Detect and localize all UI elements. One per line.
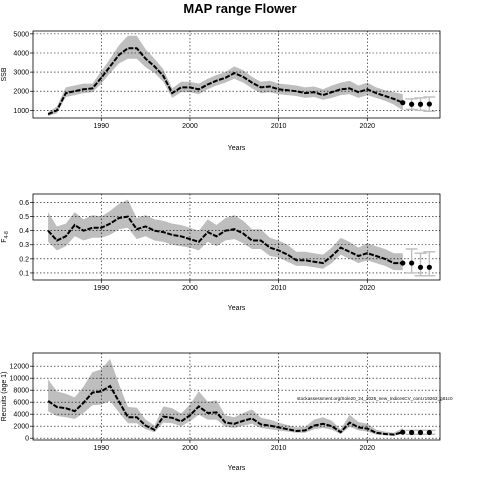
x-axis-label: Years xyxy=(228,305,246,312)
x-tick-label: 1990 xyxy=(93,285,109,292)
x-tick-label: 2010 xyxy=(271,285,287,292)
y-tick-label: 8000 xyxy=(13,388,29,395)
plot-frame xyxy=(32,352,441,441)
y-axis-label: Recruits (age 1) xyxy=(1,372,8,422)
y-tick-label: 4000 xyxy=(13,50,29,57)
chart-panel-1: 1990 2000 2010 2020 1000 2000 3000 4000 5000 Year… xyxy=(1,30,441,152)
x-tick-label: 1990 xyxy=(93,445,109,452)
y-tick-label: 4000 xyxy=(13,412,29,419)
x-tick-label: 2020 xyxy=(360,123,376,130)
forecast-point xyxy=(426,264,432,270)
source-annotation: stockassessment.org/Sole20_24_2025_new_I… xyxy=(297,396,453,401)
plot-frame xyxy=(32,30,441,119)
forecast-point xyxy=(400,429,406,435)
chart-panel-2: 1990 2000 2010 2020 0.1 0.2 0.3 0.4 0.5 0.6 Years F… xyxy=(1,193,441,312)
plot-frame xyxy=(32,193,441,281)
forecast-point xyxy=(417,429,424,436)
x-tick-label: 2020 xyxy=(360,285,376,292)
forecast-point xyxy=(426,101,432,107)
y-tick-label: 10000 xyxy=(10,376,30,383)
y-tick-label: 0.6 xyxy=(19,200,29,207)
forecast-point xyxy=(417,101,424,107)
y-tick-label: 1000 xyxy=(13,108,29,115)
y-tick-label: 0.3 xyxy=(19,242,29,249)
x-tick-label: 2000 xyxy=(182,445,198,452)
x-tick-label: 2010 xyxy=(271,123,287,130)
forecast-point xyxy=(426,429,432,436)
forecast-point xyxy=(409,101,415,107)
y-tick-label: 3000 xyxy=(13,70,29,77)
y-tick-label: 0.5 xyxy=(19,214,29,221)
chart-title: MAP range Flower xyxy=(183,1,296,16)
panels: 1990 2000 2010 2020 1000 2000 3000 4000 5000 Year… xyxy=(1,30,453,472)
confidence-band xyxy=(48,35,403,117)
forecast-point xyxy=(409,260,415,266)
estimate-line xyxy=(47,215,403,265)
y-tick-label: 12000 xyxy=(10,364,30,371)
x-axis-label: Years xyxy=(228,465,246,472)
forecast-point xyxy=(400,100,406,106)
y-tick-label: 5000 xyxy=(13,31,29,38)
y-axis-label-subscript: 4-8 xyxy=(4,231,10,238)
x-axis-label: Years xyxy=(228,145,246,152)
estimate-line xyxy=(47,47,404,116)
x-tick-label: 2000 xyxy=(182,123,198,130)
y-tick-label: 0 xyxy=(25,436,29,443)
y-tick-label: 0.1 xyxy=(19,270,29,277)
confidence-band xyxy=(48,199,403,271)
x-tick-label: 2010 xyxy=(271,445,287,452)
y-tick-label: 0.4 xyxy=(19,228,29,235)
y-axis-label-main: F xyxy=(1,238,8,242)
chart-panel-3: 1990 2000 2010 2020 0 2000 4000 6000 8000 10000 12… xyxy=(1,352,441,472)
y-tick-label: 0.2 xyxy=(19,256,29,263)
forecast-point xyxy=(417,264,424,270)
y-axis-label: SSB xyxy=(1,67,8,81)
y-axis-label: F4-8 xyxy=(1,231,10,243)
x-tick-label: 1990 xyxy=(93,123,109,130)
y-tick-label: 6000 xyxy=(13,400,29,407)
y-tick-label: 2000 xyxy=(13,424,29,431)
estimate-line xyxy=(47,384,404,436)
x-tick-label: 2020 xyxy=(360,445,376,452)
x-tick-label: 2000 xyxy=(182,285,198,292)
y-tick-label: 2000 xyxy=(13,89,29,96)
forecast-point xyxy=(409,429,415,436)
forecast-point xyxy=(400,260,406,266)
